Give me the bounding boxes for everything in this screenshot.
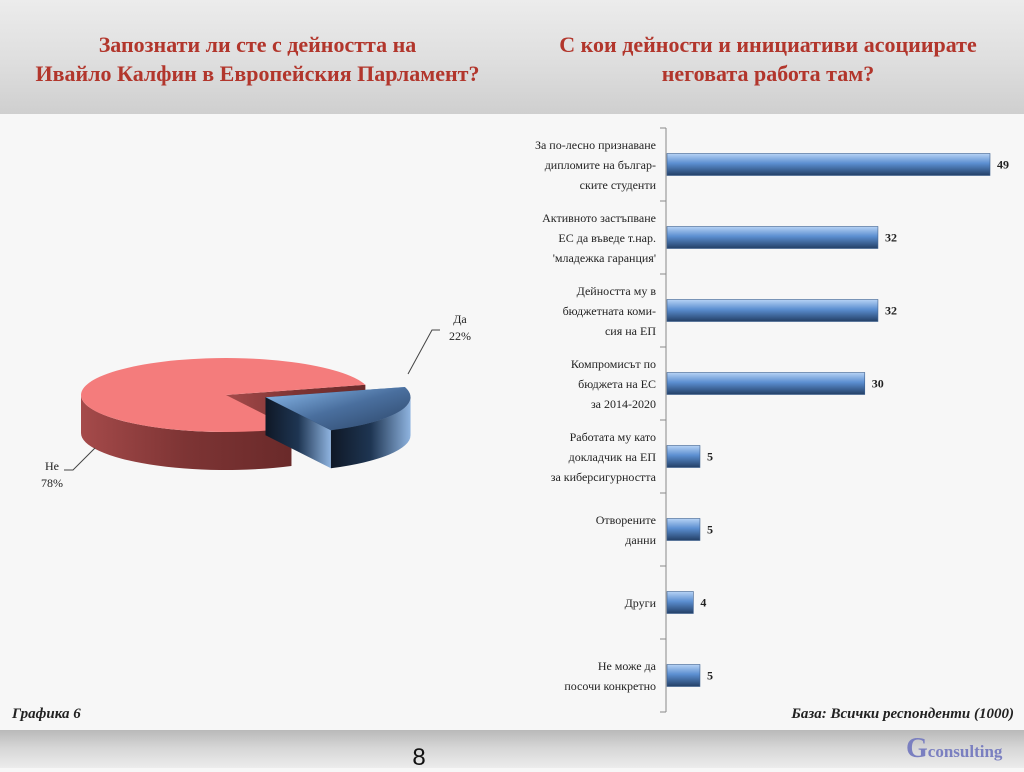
page-number: 8 [412,744,426,771]
logo-letter: G [906,733,928,764]
category-label-line: бюджетната коми- [562,303,656,318]
category-label-7: Други [480,593,656,613]
category-label-line: Работата му като [569,429,656,444]
category-label-line: Други [624,595,656,610]
gconsulting-logo: Gconsulting [906,733,1002,765]
category-label-3: Дейността му в бюджетната коми-сия на ЕП [480,281,656,341]
bar-value-label: 5 [707,669,713,683]
category-label-line: данни [625,532,656,547]
category-label-8: Не може да посочи конкретно [480,656,656,696]
bar-value-label: 30 [872,377,884,391]
leader-line-yes [407,329,440,375]
category-label-line: сия на ЕП [604,323,656,338]
pie-slice-yes [265,387,411,469]
awareness-pie-chart [80,358,411,470]
bar-1 [666,153,991,176]
bar-value-label: 32 [885,231,897,245]
category-label-line: посочи конкретно [564,678,656,693]
bar-value-label: 5 [707,523,713,537]
base-note: База: Всички респонденти (1000) [791,706,1014,722]
bar-value-label: 32 [885,304,897,318]
pie-label-yes-name: Да [453,312,467,326]
pie-label-no-value: 78% [41,476,63,490]
bar-3 [666,299,879,322]
category-label-line: За по-лесно признаване [534,137,656,152]
leader-line-no [64,447,96,471]
bar-2 [666,226,879,249]
category-label-6: Отворените данни [480,510,656,550]
left-chart-title: Запознати ли сте с дейността на Ивайло К… [0,30,515,88]
category-label-line: Компромисът по [570,356,656,371]
logo-text: consulting [927,742,1003,761]
bar-6 [666,518,701,541]
category-label-line: за 2014-2020 [590,396,656,411]
category-label-line: ските студенти [579,177,656,192]
right-title-line1: С кои дейности и инициативи асоциирате [559,32,977,57]
bar-value-label: 4 [700,596,706,610]
bar-value-label: 5 [707,450,713,464]
category-label-line: Не може да [597,658,656,673]
category-label-line: Отворените [595,512,656,527]
bar-5 [666,445,701,468]
category-label-line: докладчик на ЕП [568,449,656,464]
chart-reference: Графика 6 [12,706,81,722]
pie-label-no-name: Не [45,459,59,473]
category-label-1: За по-лесно признаване дипломите на бълга… [480,135,656,195]
category-label-2: Активното застъпване ЕС да въведе т.нар. '… [480,208,656,268]
category-label-line: дипломите на българ- [544,157,656,172]
category-label-line: ЕС да въведе т.нар. [558,230,656,245]
right-title-line2: неговата работа там? [661,61,875,86]
category-label-line: Активното застъпване [542,210,656,225]
pie-label-yes-value: 22% [449,329,471,343]
left-title-line2: Ивайло Калфин в Европейския Парламент? [35,61,480,86]
pie-label-no: Не 78% [32,458,72,492]
category-label-line: бюджета на ЕС [578,376,656,391]
pie-label-yes: Да 22% [440,311,480,345]
category-label-4: Компромисът по бюджета на ЕС за 2014-2020 [480,354,656,414]
bar-4 [666,372,866,395]
bar-7 [666,591,694,614]
left-title-line1: Запознати ли сте с дейността на [98,32,417,57]
category-label-line: 'младежка гаранция' [552,250,656,265]
footer-band [0,730,1024,768]
right-chart-title: С кои дейности и инициативи асоциирате н… [512,30,1024,88]
bar-8 [666,664,701,687]
category-label-line: за киберсигурността [550,469,656,484]
category-label-line: Дейността му в [576,283,656,298]
category-label-5: Работата му като докладчик на ЕП за киберс… [480,427,656,487]
header-band: Запознати ли сте с дейността на Ивайло К… [0,0,1024,114]
bar-value-label: 49 [997,158,1009,172]
